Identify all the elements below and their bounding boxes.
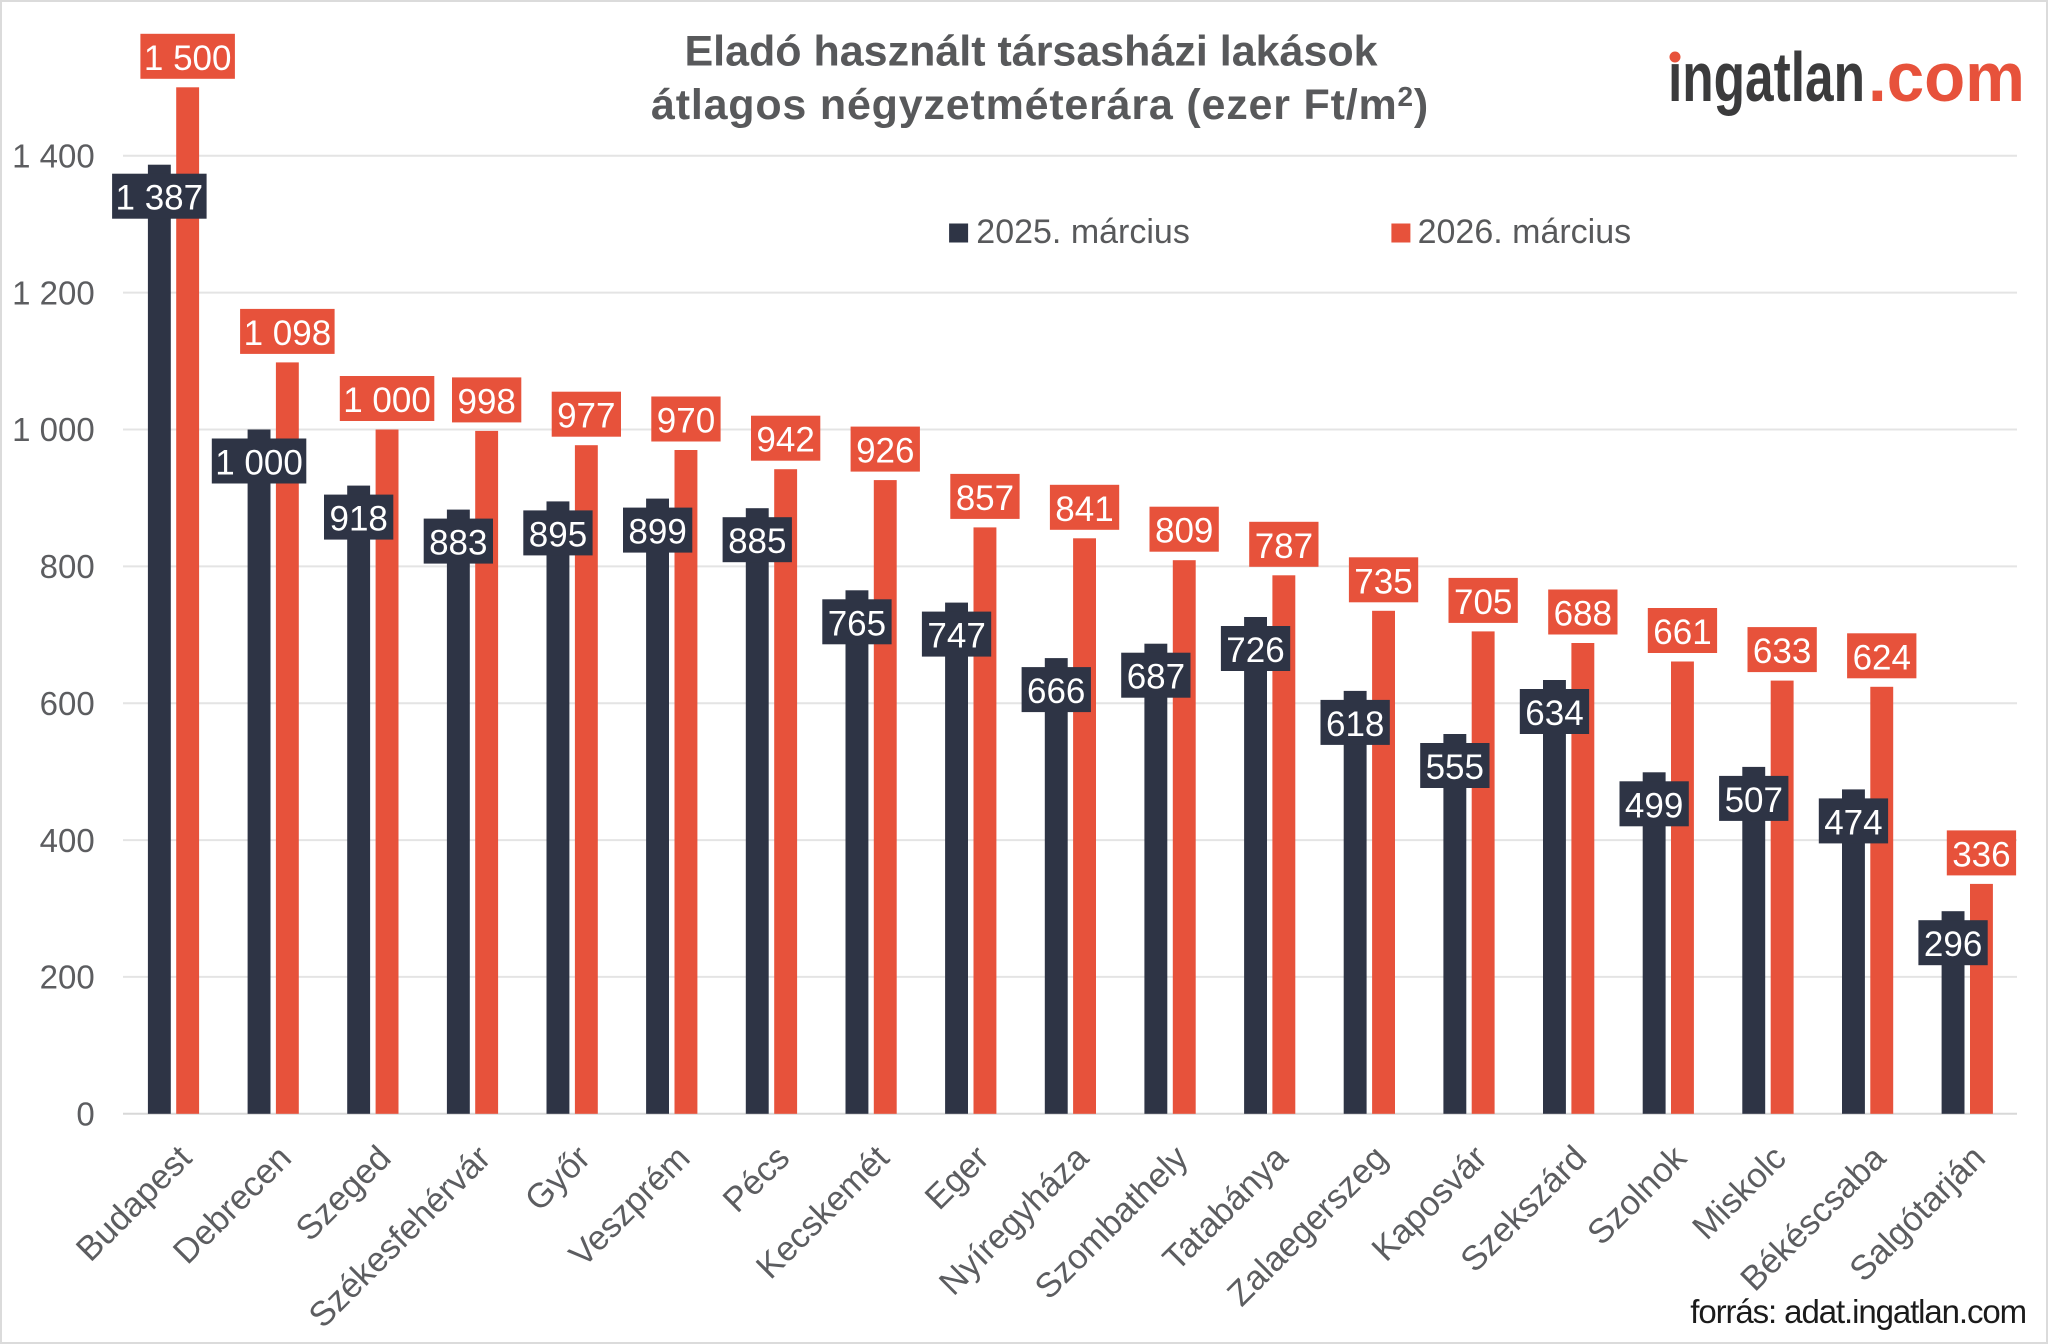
- svg-text:765: 765: [828, 604, 886, 643]
- svg-text:1 500: 1 500: [144, 39, 232, 78]
- svg-text:787: 787: [1255, 527, 1313, 566]
- svg-text:forrás: adat.ingatlan.com: forrás: adat.ingatlan.com: [1690, 1293, 2026, 1330]
- svg-text:899: 899: [628, 513, 686, 552]
- svg-text:1 387: 1 387: [116, 179, 204, 218]
- svg-text:0: 0: [76, 1096, 94, 1133]
- svg-text:474: 474: [1824, 803, 1882, 842]
- svg-text:200: 200: [40, 959, 95, 996]
- svg-text:499: 499: [1625, 786, 1683, 825]
- svg-text:688: 688: [1554, 595, 1612, 634]
- svg-text:Eladó használt társasházi laká: Eladó használt társasházi lakások: [684, 27, 1377, 75]
- svg-text:918: 918: [329, 500, 387, 539]
- svg-text:633: 633: [1753, 632, 1811, 671]
- svg-text:998: 998: [457, 382, 515, 421]
- svg-text:1 000: 1 000: [215, 444, 303, 483]
- svg-text:618: 618: [1326, 705, 1384, 744]
- svg-text:2025. március: 2025. március: [976, 213, 1190, 251]
- svg-text:942: 942: [756, 421, 814, 460]
- svg-text:296: 296: [1924, 925, 1982, 964]
- svg-text:895: 895: [529, 515, 587, 554]
- svg-text:726: 726: [1226, 631, 1284, 670]
- svg-text:883: 883: [429, 524, 487, 563]
- svg-text:970: 970: [657, 402, 715, 441]
- svg-text:666: 666: [1027, 672, 1085, 711]
- svg-text:926: 926: [856, 432, 914, 471]
- svg-text:1 098: 1 098: [244, 314, 332, 353]
- svg-text:705: 705: [1454, 583, 1512, 622]
- svg-text:747: 747: [927, 617, 985, 656]
- svg-text:1 200: 1 200: [12, 274, 95, 311]
- svg-text:555: 555: [1426, 748, 1484, 787]
- svg-text:átlagos négyzetméterára (ezer: átlagos négyzetméterára (ezer Ft/m2): [651, 81, 1429, 129]
- svg-text:1 000: 1 000: [343, 381, 431, 420]
- svg-text:1 400: 1 400: [12, 138, 95, 175]
- svg-text:800: 800: [40, 548, 95, 585]
- svg-text:600: 600: [40, 685, 95, 722]
- svg-text:735: 735: [1354, 562, 1412, 601]
- svg-text:634: 634: [1525, 694, 1583, 733]
- svg-text:336: 336: [1952, 835, 2010, 874]
- svg-text:661: 661: [1653, 613, 1711, 652]
- svg-text:841: 841: [1055, 490, 1113, 529]
- svg-text:857: 857: [956, 479, 1014, 518]
- svg-text:885: 885: [728, 522, 786, 561]
- svg-text:507: 507: [1725, 781, 1783, 820]
- svg-text:1 000: 1 000: [12, 411, 95, 448]
- svg-text:ıngatlan: ıngatlan: [1668, 38, 1865, 116]
- svg-text:2026. március: 2026. március: [1418, 213, 1632, 251]
- svg-text:624: 624: [1853, 638, 1911, 677]
- svg-text:687: 687: [1127, 658, 1185, 697]
- svg-text:809: 809: [1155, 512, 1213, 551]
- svg-text:977: 977: [557, 397, 615, 436]
- svg-text:400: 400: [40, 822, 95, 859]
- svg-text:.com: .com: [1868, 38, 2025, 116]
